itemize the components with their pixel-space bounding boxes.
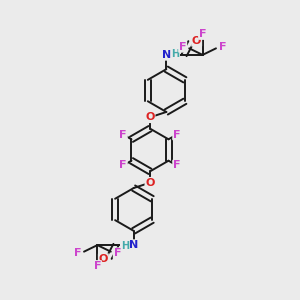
Text: N: N bbox=[162, 50, 171, 60]
Text: O: O bbox=[192, 36, 201, 46]
Text: H: H bbox=[121, 241, 129, 251]
Text: N: N bbox=[129, 240, 138, 250]
Text: F: F bbox=[119, 160, 127, 170]
Text: F: F bbox=[119, 130, 127, 140]
Text: F: F bbox=[173, 130, 181, 140]
Text: F: F bbox=[94, 261, 101, 271]
Text: F: F bbox=[219, 42, 226, 52]
Text: H: H bbox=[171, 49, 179, 59]
Text: F: F bbox=[173, 160, 181, 170]
Text: O: O bbox=[145, 112, 155, 122]
Text: F: F bbox=[199, 29, 206, 39]
Text: F: F bbox=[74, 248, 81, 258]
Text: O: O bbox=[145, 178, 155, 188]
Text: F: F bbox=[114, 248, 121, 258]
Text: F: F bbox=[179, 42, 186, 52]
Text: O: O bbox=[99, 254, 108, 264]
